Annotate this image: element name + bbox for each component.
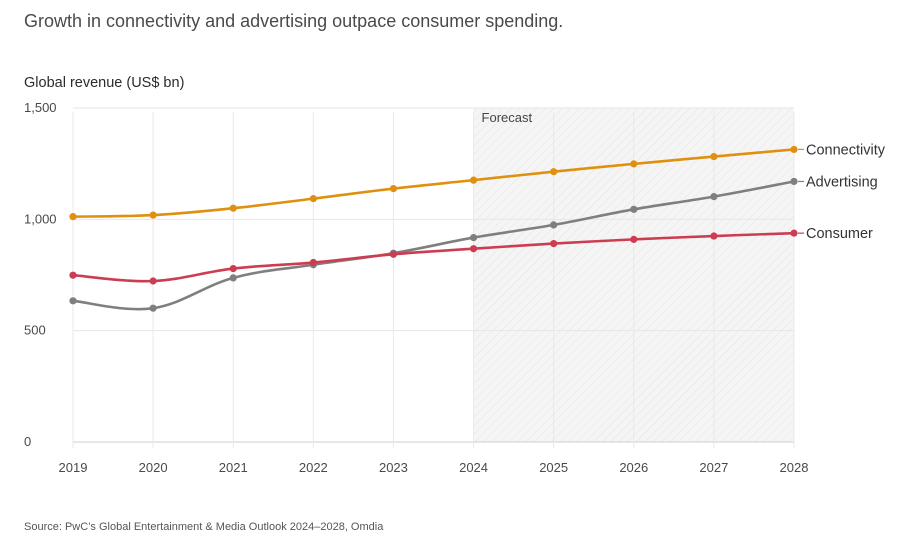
source-note: Source: PwC’s Global Entertainment & Med… xyxy=(24,521,384,533)
connectivity-series-label: Connectivity xyxy=(806,142,886,158)
connectivity-data-point xyxy=(790,145,798,154)
x-tick-label: 2020 xyxy=(139,460,168,475)
advertising-data-point xyxy=(229,274,237,282)
consumer-data-point xyxy=(309,258,317,267)
consumer-data-point xyxy=(630,235,638,243)
advertising-data-point xyxy=(630,205,638,213)
connectivity-data-point xyxy=(630,160,638,168)
consumer-series-line xyxy=(71,231,796,283)
y-tick-label: 0 xyxy=(24,434,31,449)
connectivity-data-point xyxy=(69,213,77,221)
consumer-data-point xyxy=(710,232,718,240)
consumer-series-label: Consumer xyxy=(806,226,873,242)
y-tick-label: 500 xyxy=(24,323,46,338)
advertising-data-point xyxy=(550,221,558,229)
y-tick-label: 1,500 xyxy=(24,100,57,115)
advertising-data-point xyxy=(790,177,798,186)
y-axis-label: Global revenue (US$ bn) xyxy=(24,75,185,91)
consumer-data-point xyxy=(469,245,478,253)
x-tick-label: 2024 xyxy=(459,460,488,475)
advertising-series-label: Advertising xyxy=(806,174,878,190)
x-tick-label: 2021 xyxy=(219,460,248,475)
consumer-data-point xyxy=(389,250,398,258)
x-tick-label: 2028 xyxy=(780,460,809,475)
y-tick-label: 1,000 xyxy=(24,211,57,226)
advertising-data-point xyxy=(69,297,77,305)
advertising-series-line xyxy=(71,180,796,311)
connectivity-data-point xyxy=(309,195,317,203)
connectivity-data-point xyxy=(550,168,558,176)
consumer-data-point xyxy=(69,271,77,279)
x-tick-label: 2025 xyxy=(539,460,568,475)
connectivity-data-point xyxy=(389,185,398,193)
x-tick-label: 2027 xyxy=(699,460,728,475)
x-tick-label: 2026 xyxy=(619,460,648,475)
advertising-data-point xyxy=(469,233,478,242)
consumer-data-point xyxy=(550,240,558,248)
advertising-data-point xyxy=(710,193,718,201)
advertising-data-point xyxy=(149,304,157,312)
x-tick-label: 2023 xyxy=(379,460,408,475)
connectivity-data-point xyxy=(469,176,478,184)
consumer-data-point xyxy=(149,277,157,285)
connectivity-data-point xyxy=(710,152,718,161)
x-tick-label: 2022 xyxy=(299,460,328,475)
consumer-data-point xyxy=(229,264,237,273)
chart-title: Growth in connectivity and advertising o… xyxy=(24,11,564,31)
consumer-data-point xyxy=(790,229,798,237)
forecast-label: Forecast xyxy=(482,110,533,125)
connectivity-data-point xyxy=(149,211,157,219)
x-tick-label: 2019 xyxy=(59,460,88,475)
connectivity-data-point xyxy=(229,204,237,212)
connectivity-series-line xyxy=(71,148,796,218)
